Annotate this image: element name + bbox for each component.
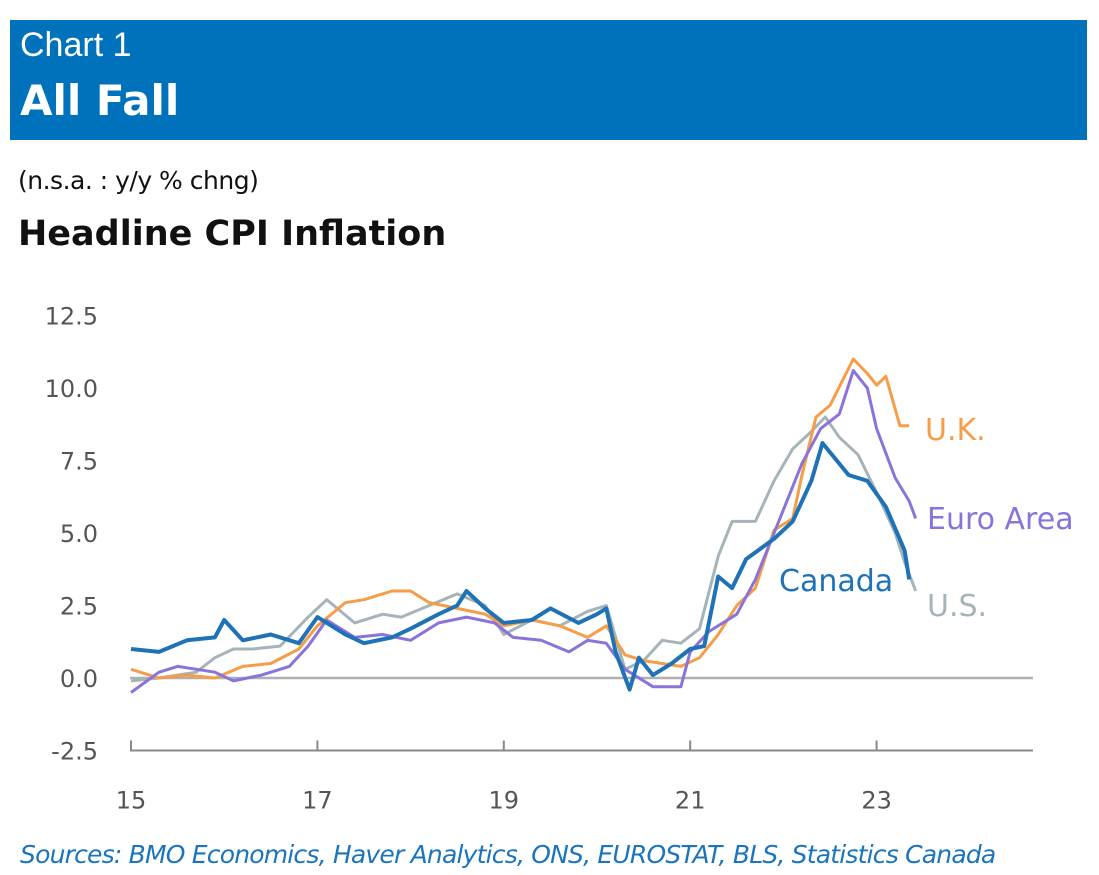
series-line-us	[130, 415, 918, 683]
chart-title: Headline CPI Inflation	[18, 214, 447, 254]
label-uk: U.K.	[925, 413, 986, 448]
x-tick-label: 21	[675, 787, 706, 815]
chart-header-bar: Chart 1 All Fall	[10, 20, 1087, 140]
chart-headline: All Fall	[20, 76, 180, 125]
y-tick-label: 2.5	[60, 593, 98, 621]
series-line-canada	[130, 441, 912, 692]
series-line-euro	[130, 369, 918, 694]
y-tick-label: 10.0	[45, 375, 98, 403]
label-us: U.S.	[927, 589, 987, 624]
y-tick-label: 7.5	[60, 448, 98, 476]
chart-number: Chart 1	[20, 26, 132, 64]
x-tick-label: 17	[302, 787, 333, 815]
series-line-uk	[130, 357, 910, 680]
chart-subtitle: (n.s.a. : y/y % chng)	[18, 166, 259, 195]
sources-note: Sources: BMO Economics, Haver Analytics,…	[20, 840, 996, 869]
y-tick-label: 12.5	[45, 303, 98, 331]
label-canada: Canada	[779, 564, 893, 599]
x-tick-label: 19	[489, 787, 520, 815]
x-tick-label: 23	[861, 787, 892, 815]
x-tick-label: 15	[116, 787, 147, 815]
label-euro-area: Euro Area	[927, 502, 1074, 537]
y-tick-label: 5.0	[60, 520, 98, 548]
y-tick-label: 0.0	[60, 665, 98, 693]
y-tick-label: -2.5	[51, 738, 98, 766]
